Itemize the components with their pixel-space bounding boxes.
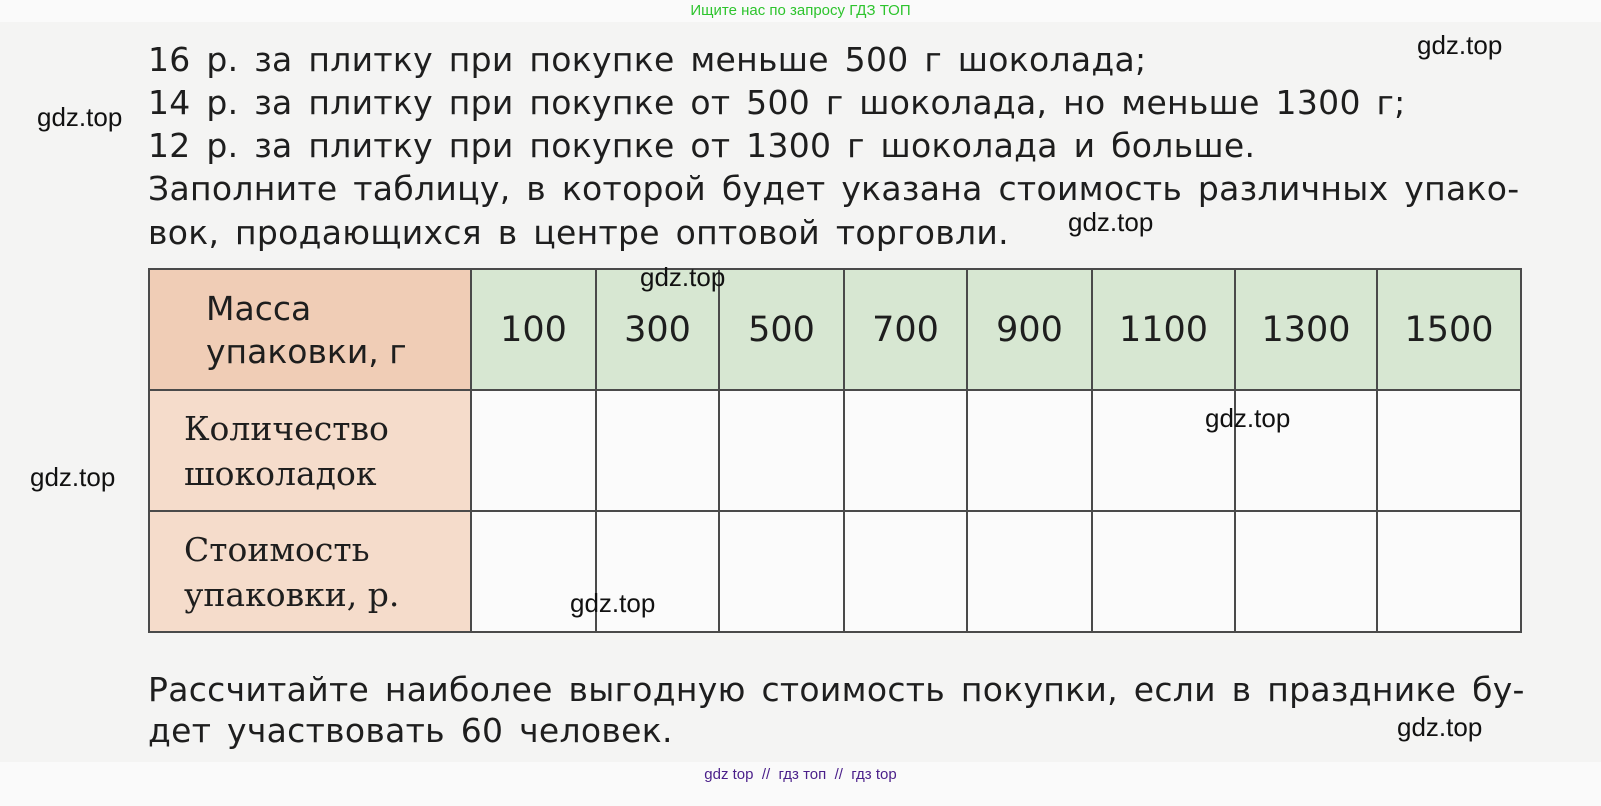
text-line: вок, продающихся в центре оптовой торгов… (148, 213, 1009, 252)
watermark: gdz.top (1417, 30, 1503, 60)
watermark: gdz.top (1068, 207, 1154, 237)
text-line: 12 р. за плитку при покупке от 1300 г шо… (148, 126, 1256, 165)
mass-cell: 300 (595, 268, 720, 391)
mass-header-cell: Масса упаковки, г (148, 268, 472, 391)
empty-cell[interactable] (1091, 389, 1236, 512)
watermark: gdz.top (1397, 712, 1483, 742)
empty-cell[interactable] (470, 389, 597, 512)
text-line: Заполните таблицу, в которой будет указа… (148, 169, 1520, 208)
top-banner: Ищите нас по запросу ГДЗ ТОП (690, 2, 911, 19)
header-line: упаковки, р. (184, 574, 400, 614)
text-line: 14 р. за плитку при покупке от 500 г шок… (148, 83, 1406, 122)
question-line: дет участвовать 60 человек. (148, 711, 673, 750)
table-row-cost: Стоимость упаковки, р. (148, 510, 1522, 633)
empty-cell[interactable] (1376, 510, 1522, 633)
header-line: Масса (206, 288, 312, 328)
text-line: 16 р. за плитку при покупке меньше 500 г… (148, 40, 1147, 79)
table-row-count: Количество шоколадок (148, 389, 1522, 512)
mass-cell: 1300 (1234, 268, 1378, 391)
cost-header-cell: Стоимость упаковки, р. (148, 510, 472, 633)
watermark: gdz.top (570, 588, 656, 618)
empty-cell[interactable] (843, 510, 968, 633)
question-line: Рассчитайте наиболее выгодную стоимость … (148, 670, 1525, 709)
mass-cell: 100 (470, 268, 597, 391)
footer-links[interactable]: gdz top // гдз топ // гдз top (704, 766, 897, 783)
empty-cell[interactable] (1091, 510, 1236, 633)
header-line: упаковки, г (206, 331, 407, 371)
mass-cell: 700 (843, 268, 968, 391)
mass-cell: 500 (718, 268, 845, 391)
empty-cell[interactable] (1234, 510, 1378, 633)
price-table: Масса упаковки, г 100 300 500 700 900 110… (148, 268, 1522, 633)
watermark: gdz.top (1205, 403, 1291, 433)
empty-cell[interactable] (595, 510, 720, 633)
empty-cell[interactable] (966, 510, 1093, 633)
watermark: gdz.top (30, 462, 116, 492)
empty-cell[interactable] (718, 510, 845, 633)
header-line: Стоимость (184, 529, 370, 569)
mass-cell: 1100 (1091, 268, 1236, 391)
table-row-mass: Масса упаковки, г 100 300 500 700 900 110… (148, 268, 1522, 391)
mass-cell: 900 (966, 268, 1093, 391)
empty-cell[interactable] (1376, 389, 1522, 512)
header-line: Количество (184, 408, 389, 448)
count-header-cell: Количество шоколадок (148, 389, 472, 512)
watermark: gdz.top (640, 262, 726, 292)
empty-cell[interactable] (595, 389, 720, 512)
watermark: gdz.top (37, 102, 123, 132)
empty-cell[interactable] (966, 389, 1093, 512)
empty-cell[interactable] (718, 389, 845, 512)
header-line: шоколадок (184, 453, 377, 493)
mass-cell: 1500 (1376, 268, 1522, 391)
empty-cell[interactable] (1234, 389, 1378, 512)
empty-cell[interactable] (843, 389, 968, 512)
empty-cell[interactable] (470, 510, 597, 633)
